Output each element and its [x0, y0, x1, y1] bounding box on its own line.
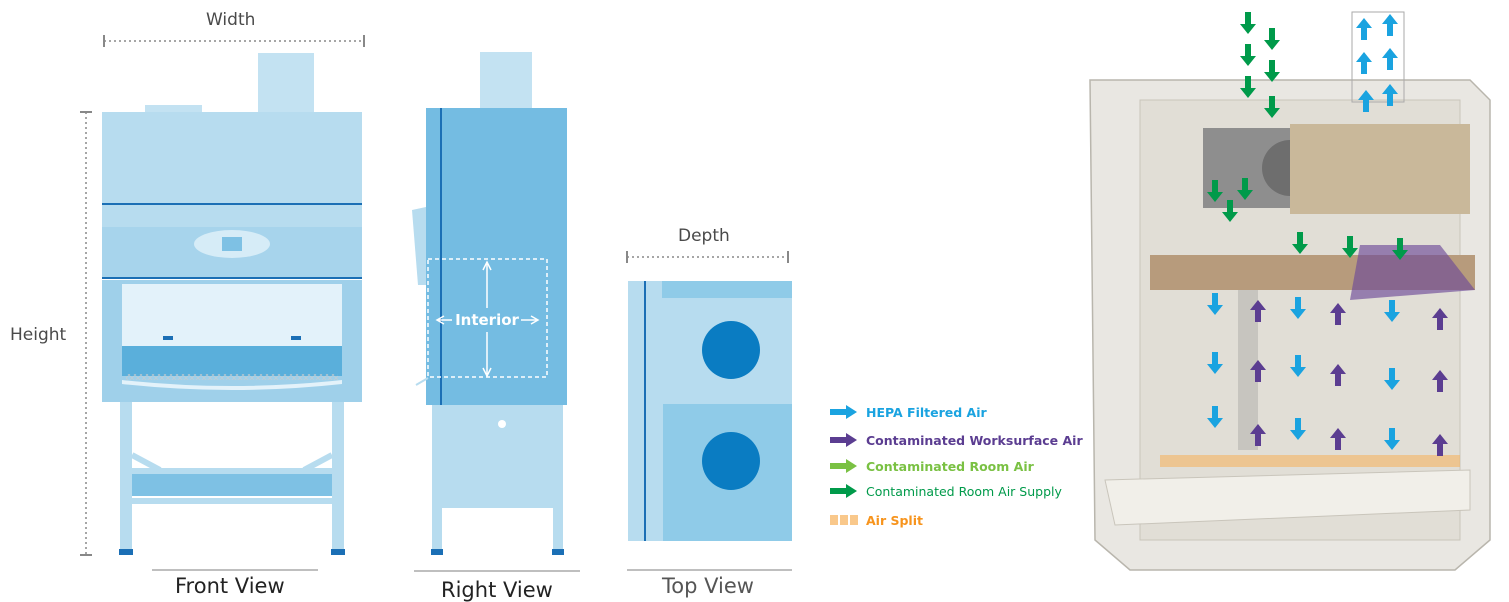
front-top-body [102, 112, 362, 204]
airflow-arrow [1240, 76, 1256, 98]
airflow-cabinet-illustration [1089, 11, 1491, 571]
airflow-arrow [1264, 96, 1280, 118]
legend-item-room-air-supply: Contaminated Room Air Supply [830, 481, 1062, 501]
sash-window [122, 284, 342, 346]
front-view-drawing [80, 35, 365, 571]
airflow-arrow [1432, 370, 1448, 392]
top-view-label: Top View [662, 574, 754, 598]
arrow-icon [830, 405, 857, 419]
airflow-arrow [1330, 428, 1346, 450]
front-view-label: Front View [175, 574, 285, 598]
legend-label: Contaminated Room Air [866, 458, 1034, 474]
airflow-arrow [1392, 238, 1408, 260]
airflow-arrow [1432, 308, 1448, 330]
airflow-arrow [1382, 84, 1398, 106]
airflow-arrow [1330, 364, 1346, 386]
arrow-icon [830, 484, 857, 498]
right-view-drawing: Interior [412, 52, 580, 572]
airflow-arrow [1358, 90, 1374, 112]
airflow-arrow [1330, 303, 1346, 325]
width-label: Width [206, 10, 256, 30]
arrow-icon [830, 459, 857, 473]
airflow-arrow [1342, 236, 1358, 258]
airflow-arrow [1250, 300, 1266, 322]
interior-dimension-box [427, 258, 548, 378]
airflow-arrow [1207, 293, 1223, 315]
airflow-arrows [1207, 12, 1448, 456]
airflow-arrow [1222, 200, 1238, 222]
air-split-band [1160, 455, 1460, 467]
airflow-arrow [1356, 52, 1372, 74]
exhaust-port-circle [702, 321, 760, 379]
legend-item-room-air: Contaminated Room Air [830, 456, 1034, 476]
air-split-icon [830, 515, 858, 525]
airflow-arrow [1290, 418, 1306, 440]
legend-item-worksurface: Contaminated Worksurface Air [830, 430, 1083, 450]
airflow-arrow [1250, 424, 1266, 446]
front-leg-right [332, 402, 344, 552]
airflow-arrow [1290, 297, 1306, 319]
airflow-arrow [1240, 44, 1256, 66]
airflow-arrow [1207, 352, 1223, 374]
right-view-label: Right View [441, 578, 553, 602]
airflow-arrow [1264, 28, 1280, 50]
arrow-icon [830, 433, 857, 447]
illus-work-surface [1104, 469, 1471, 526]
exhaust-collar [258, 53, 314, 113]
airflow-arrow [1384, 428, 1400, 450]
front-leg-left [120, 402, 132, 552]
airflow-arrow [1207, 406, 1223, 428]
airflow-arrow [1292, 232, 1308, 254]
right-base [432, 405, 563, 508]
top-view-drawing [626, 251, 792, 571]
airflow-arrow [1384, 368, 1400, 390]
airflow-arrow [1432, 434, 1448, 456]
interior-label: Interior [455, 311, 519, 329]
work-surface [122, 346, 342, 376]
legend-label: Contaminated Worksurface Air [866, 432, 1083, 448]
airflow-arrow [1356, 18, 1372, 40]
airflow-arrow [1207, 180, 1223, 202]
right-body [426, 108, 567, 405]
airflow-arrow [1264, 60, 1280, 82]
legend-label: HEPA Filtered Air [866, 404, 987, 420]
airflow-arrow [1382, 48, 1398, 70]
right-sash-profile [412, 207, 426, 285]
airflow-arrow [1290, 355, 1306, 377]
airflow-arrow [1384, 300, 1400, 322]
right-exhaust-collar [480, 52, 532, 109]
depth-label: Depth [678, 226, 730, 246]
blower-port-circle [702, 432, 760, 490]
legend-item-hepa: HEPA Filtered Air [830, 402, 987, 422]
height-label: Height [10, 325, 67, 345]
airflow-arrow [1250, 360, 1266, 382]
legend-label: Contaminated Room Air Supply [866, 483, 1062, 499]
exhaust-filter-box [1290, 124, 1470, 214]
airflow-arrow [1382, 14, 1398, 36]
airflow-arrow [1237, 178, 1253, 200]
legend-label: Air Split [866, 512, 923, 528]
airflow-arrow [1240, 12, 1256, 34]
legend-item-air-split: Air Split [830, 510, 923, 530]
